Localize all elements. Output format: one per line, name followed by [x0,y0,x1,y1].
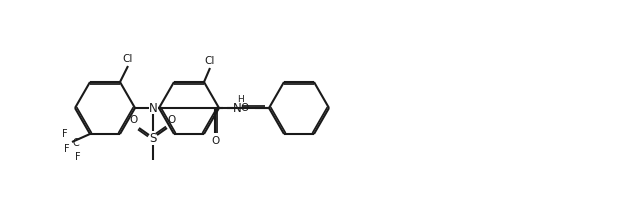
Text: O: O [130,115,138,125]
Text: C: C [73,138,80,148]
Text: F: F [75,152,81,162]
Text: Cl: Cl [205,56,215,66]
Text: S: S [149,132,156,145]
Text: O: O [168,115,176,125]
Text: F: F [62,129,68,139]
Text: F: F [64,144,70,154]
Text: Cl: Cl [123,54,133,64]
Text: H: H [237,95,244,104]
Text: O: O [211,136,219,146]
Text: N: N [233,102,242,114]
Text: N: N [149,102,157,114]
Text: O: O [241,103,249,113]
